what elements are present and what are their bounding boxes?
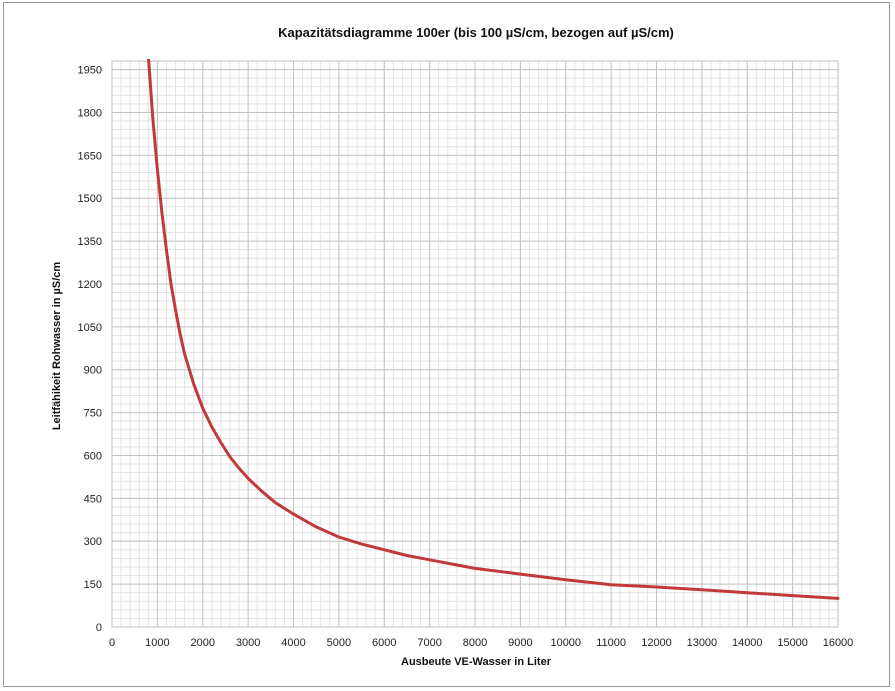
x-tick-label: 16000	[823, 637, 854, 649]
x-tick-label: 12000	[641, 637, 672, 649]
x-tick-label: 8000	[463, 637, 487, 649]
y-tick-label: 300	[84, 536, 102, 548]
y-tick-label: 900	[84, 365, 102, 377]
x-tick-label: 11000	[596, 637, 626, 649]
x-tick-label: 15000	[777, 637, 808, 649]
capacity-chart: 0 1000 2000 3000 4000 5000 6000 7000 8000 9000 100…	[51, 25, 854, 668]
x-tick-label: 14000	[732, 637, 763, 649]
y-tick-label: 1350	[78, 236, 102, 248]
y-tick-label: 1650	[78, 150, 102, 162]
y-tick-label: 1500	[78, 193, 102, 205]
x-tick-label: 5000	[327, 637, 351, 649]
x-tick-label: 9000	[508, 637, 532, 649]
y-tick-label: 1200	[78, 279, 102, 291]
x-tick-label: 1000	[145, 637, 169, 649]
x-tick-label: 6000	[372, 637, 396, 649]
y-tick-label: 0	[96, 622, 102, 634]
x-axis-title: Ausbeute VE-Wasser in Liter	[401, 656, 552, 668]
y-tick-label: 450	[84, 493, 102, 505]
x-tick-label: 4000	[281, 637, 305, 649]
x-tick-label: 13000	[687, 637, 718, 649]
y-tick-label: 1050	[78, 322, 102, 334]
y-tick-label: 750	[84, 408, 102, 420]
x-tick-label: 0	[109, 637, 115, 649]
plot-area-border	[111, 60, 839, 628]
y-tick-label: 600	[84, 450, 102, 462]
y-axis-title: Leitfähikeit Rohwasser in µS/cm	[51, 262, 63, 431]
series-line-0	[147, 59, 840, 600]
x-tick-label: 7000	[417, 637, 441, 649]
x-tick-label: 10000	[550, 637, 581, 649]
y-tick-label: 150	[84, 579, 102, 591]
x-tick-label: 3000	[236, 637, 260, 649]
chart-frame: 0 1000 2000 3000 4000 5000 6000 7000 8000 9000 100…	[3, 2, 890, 687]
y-tick-label: 1950	[78, 65, 102, 77]
y-tick-label: 1800	[78, 107, 102, 119]
chart-title: Kapazitätsdiagramme 100er (bis 100 µS/cm…	[278, 25, 674, 40]
x-tick-label: 2000	[191, 637, 215, 649]
